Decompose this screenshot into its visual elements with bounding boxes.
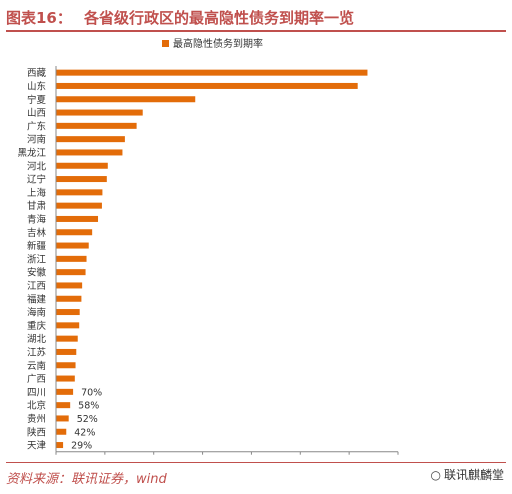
bar [56,242,89,249]
bar [56,215,99,222]
category-label: 云南 [27,360,46,372]
data-labels: 70% 58% 52% 42% 29% [71,387,102,451]
category-label: 海南 [27,307,46,319]
category-labels: 西藏山东宁夏山西广东河南黑龙江河北辽宁上海甘肃青海吉林新疆浙江安徽江西福建海南重… [17,67,46,451]
bar [56,69,368,76]
category-label: 甘肃 [27,200,46,212]
category-label: 河南 [27,134,46,146]
bar [56,322,80,329]
category-label: 广西 [27,373,46,385]
bar [56,82,358,89]
bar [56,202,102,209]
bar [56,269,86,276]
legend-label: 最高隐性债务到期率 [173,37,263,50]
category-label: 安徽 [27,267,47,279]
bar-chart: 最高隐性债务到期率 西藏山东宁夏山西广东河南黑龙江河北辽宁上海甘肃青海吉林新疆浙… [17,37,415,460]
wechat-icon: ○ [430,467,441,482]
bar [56,442,64,449]
bar [56,149,123,156]
bar [56,229,93,236]
bar [56,402,71,409]
data-label: 42% [74,427,95,438]
category-label: 湖北 [27,334,47,345]
bar [56,176,107,183]
bar [56,96,196,103]
category-label: 重庆 [27,320,47,332]
category-label: 上海 [27,187,47,199]
figure-number: 图表16： [6,9,72,27]
category-label: 青海 [27,213,47,225]
bar [56,348,77,355]
bar [56,415,69,422]
category-label: 江苏 [27,346,47,358]
category-label: 北京 [27,400,46,412]
bar [56,309,80,316]
bar [56,282,83,289]
source-note: 资料来源：联讯证券，wind [6,472,167,487]
source-divider [6,462,506,463]
category-label: 吉林 [27,227,47,239]
bar [56,375,75,382]
bar [56,162,108,169]
figure-header: 图表16： 各省级行政区的最高隐性债务到期率一览 [6,4,506,32]
category-label: 山东 [27,80,46,92]
bar [56,388,74,395]
category-label: 浙江 [27,253,47,265]
category-label: 陕西 [27,426,46,438]
bar [56,295,82,302]
bar [56,189,103,196]
category-label: 西藏 [27,67,47,79]
bar [56,122,137,129]
watermark-text: 联讯麒麟堂 [443,468,504,482]
bar [56,362,76,369]
category-label: 宁夏 [27,94,47,106]
data-label: 52% [77,414,98,425]
category-label: 黑龙江 [17,147,46,159]
category-label: 福建 [27,293,47,305]
bar [56,109,143,116]
data-label: 58% [78,401,99,412]
category-label: 贵州 [27,413,46,425]
legend: 最高隐性债务到期率 [162,37,263,50]
category-label: 广东 [27,120,46,132]
category-label: 江西 [27,281,46,292]
chart-title: 各省级行政区的最高隐性债务到期率一览 [84,9,355,27]
category-label: 四川 [27,387,46,398]
data-label: 70% [81,387,102,398]
category-label: 天津 [27,441,47,452]
bar [56,428,67,435]
bars-group [56,69,368,449]
x-tick-labels: 0%200%400%600%800%1000%1200%1400% [48,451,415,460]
category-label: 山西 [27,108,46,119]
legend-swatch [162,40,169,47]
category-label: 辽宁 [27,174,46,186]
bar [56,136,125,143]
bar [56,335,78,342]
category-label: 河北 [27,160,47,172]
bar [56,255,87,262]
data-label: 29% [71,441,92,452]
watermark: ○ 联讯麒麟堂 [431,466,505,483]
category-label: 新疆 [27,240,47,252]
